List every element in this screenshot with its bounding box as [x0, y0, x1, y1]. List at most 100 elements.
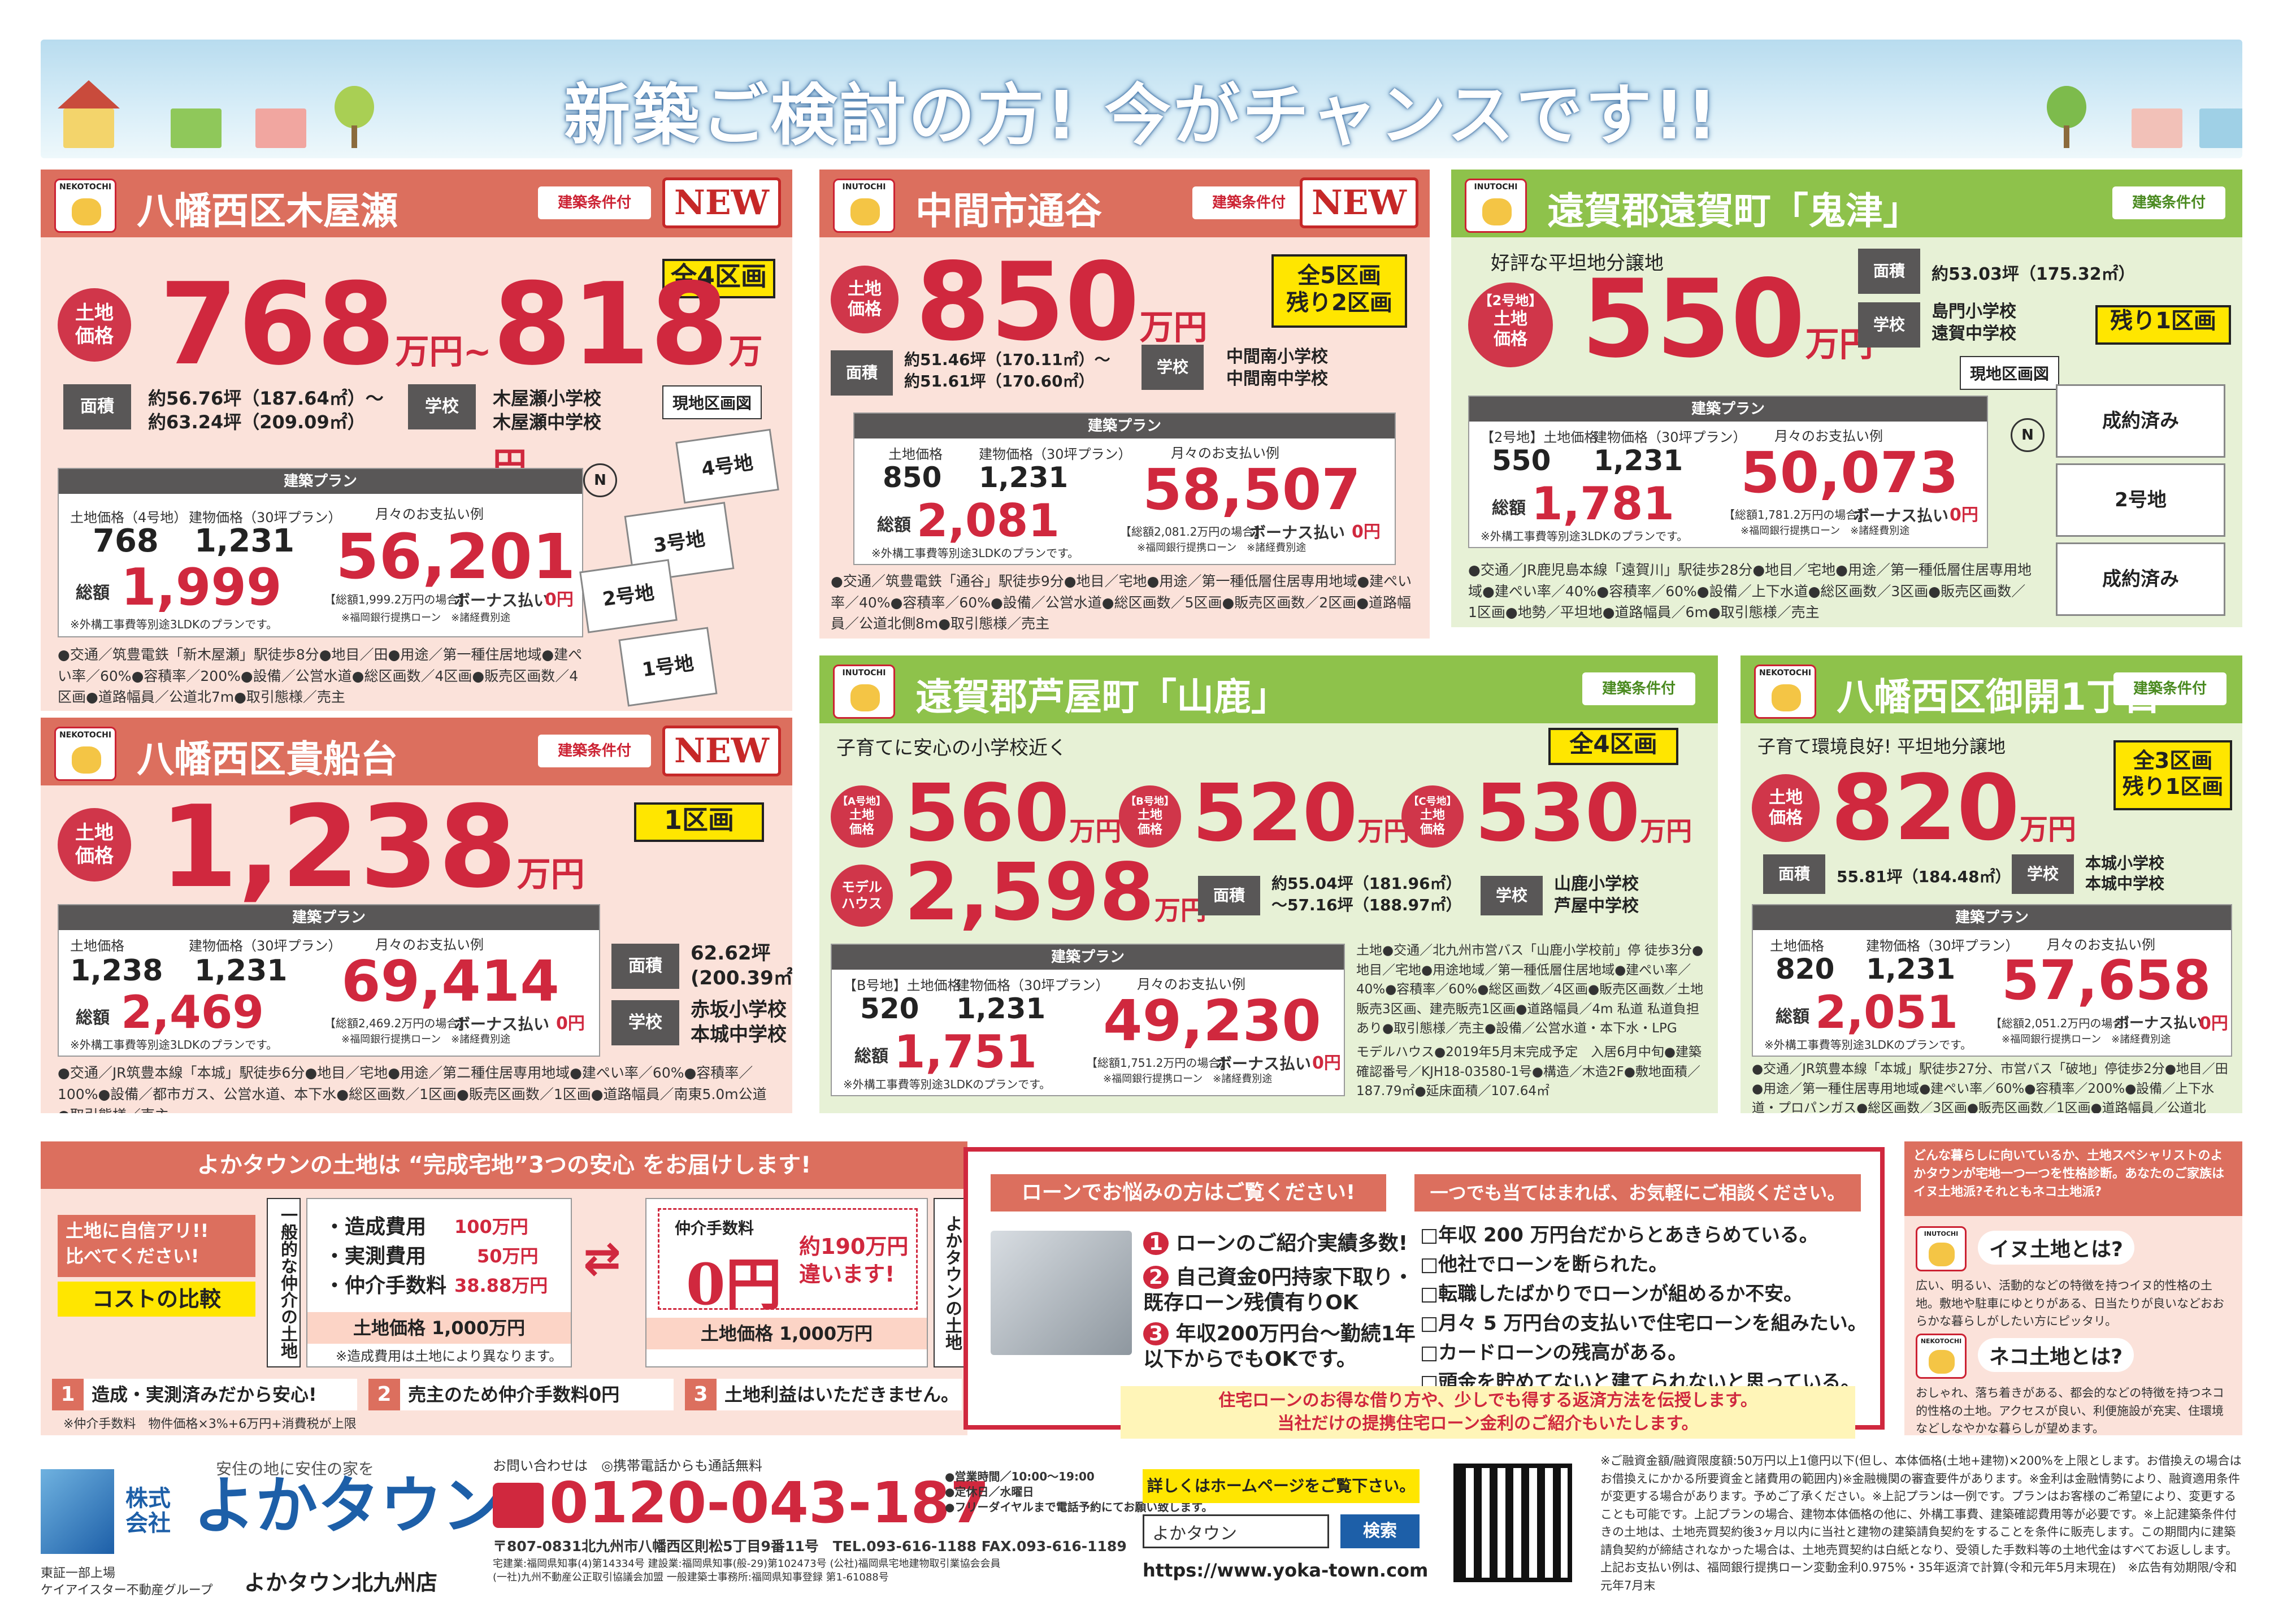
land-price-label: 【2号地】 土地 価格	[1468, 283, 1553, 367]
school-value: 本城小学校 本城中学校	[2085, 854, 2165, 893]
loan-note: ※福岡銀行提携ローン ※諸経費別途	[341, 1034, 511, 1045]
plan-land-price: 550	[1492, 444, 1551, 477]
map-link[interactable]: 現地区画図	[662, 385, 762, 419]
point-number: 2	[368, 1379, 400, 1410]
property-notes: ●交通／JR筑豊本線「本城」駅徒歩27分、市営バス「破地」停徒歩2分●地目／田●…	[1752, 1062, 2228, 1113]
north-compass-icon: N	[583, 463, 617, 497]
building-plan-box: 建築プラン 【2号地】土地価格 550 建物価格（30坪プラン） 1,231 総…	[1468, 396, 1988, 548]
plan-building-price: 1,231	[1866, 953, 1956, 985]
property-card-onitsu[interactable]: INUTOCHI 遠賀郡遠賀町「鬼津」 建築条件付 好評な平坦地分譲地 【2号地…	[1451, 170, 2242, 627]
monthly-payment: 57,658	[2002, 949, 2211, 1012]
ippan-box: ・造成費用 100万円 ・実測費用 50万円 ・仲介手数料 38.88万円 土地…	[306, 1198, 572, 1367]
plan-total: 2,051	[1815, 986, 1959, 1039]
bonus-zero: 0円	[2199, 1014, 2228, 1034]
price: 1,238万円	[159, 781, 585, 913]
area-value: 約55.04坪（181.96㎡） ～57.16坪（188.97㎡）	[1271, 874, 1462, 914]
monthly-payment: 49,230	[1103, 988, 1321, 1054]
map-link[interactable]: 現地区画図	[1960, 356, 2060, 390]
checklist-item: □年収 200 万円台だからとあきらめている。	[1420, 1224, 1818, 1247]
property-card-kifunedai[interactable]: NEKOTOCHI 八幡西区貴船台 建築条件付 NEW 土地 価格 1,238万…	[41, 718, 792, 1113]
card-header: NEKOTOCHI 八幡西区木屋瀬 建築条件付 NEW	[41, 170, 792, 237]
search-button[interactable]: 検索	[1340, 1514, 1420, 1548]
condition-badge: 建築条件付	[1192, 186, 1305, 219]
total-label: 総額	[854, 1047, 888, 1066]
building-price-label: 建物価格（30坪プラン）	[189, 510, 342, 526]
property-card-kouyanose[interactable]: NEKOTOCHI 八幡西区木屋瀬 建築条件付 NEW 全4区画 土地 価格 7…	[41, 170, 792, 711]
license-info: 宅建業:福岡県知事(4)第14334号 建設業:福岡県知事(般-29)第1024…	[493, 1558, 1001, 1584]
plan-building-price: 1,231	[979, 461, 1069, 494]
area-label: 面積	[63, 384, 131, 429]
school-value: 木屋瀬小学校 木屋瀬中学校	[493, 388, 602, 433]
school-label: 学校	[1142, 345, 1204, 390]
plan-total: 1,751	[894, 1026, 1038, 1078]
yoka-box: 仲介手数料 0円 約190万円 違います! 土地価格 1,000万円	[645, 1198, 928, 1367]
monthly-label: 月々のお支払い例	[1137, 976, 1245, 992]
bonus-zero: 0円	[545, 590, 574, 610]
property-name: 八幡西区貴船台	[137, 737, 398, 781]
dog-face-icon	[1929, 1243, 1955, 1266]
area-value: 約51.46坪（170.11㎡）～ 約51.61坪（170.60㎡）	[904, 350, 1110, 390]
lot-map: 1号地	[618, 627, 718, 707]
property-card-onbiraki[interactable]: NEKOTOCHI 八幡西区御開1丁目 建築条件付 子育て環境良好! 平坦地分譲…	[1741, 655, 2242, 1113]
total-case: 【総額2,081.2万円の場合】	[1120, 525, 1265, 539]
point-number: 1	[52, 1379, 84, 1410]
property-card-toritani[interactable]: INUTOCHI 中間市通谷 建築条件付 NEW 土地 価格 850万円 全5区…	[819, 170, 1430, 639]
consult-header: 一つでも当てはまれば、お気軽にご相談ください。	[1414, 1174, 1861, 1212]
total-label: 総額	[76, 1008, 110, 1028]
property-name: 遠賀郡芦屋町「山鹿」	[915, 675, 1288, 719]
price: 550万円	[1581, 257, 1873, 381]
plan-header: 建築プラン	[854, 414, 1395, 438]
website-url[interactable]: https://www.yoka-town.com	[1143, 1560, 1429, 1581]
plan-building-price: 1,231	[956, 992, 1046, 1025]
total-case: 【総額1,781.2万円の場合】	[1724, 508, 1869, 522]
school-value: 赤坂小学校 本城中学校	[691, 998, 787, 1047]
property-notes: ●交通／筑豊電鉄「通谷」駅徒歩9分●地目／宅地●用途／第一種低層住居専用地域●建…	[831, 573, 1412, 632]
dog-face-icon	[850, 684, 880, 711]
inu-description: 広い、明るい、活動的などの特徴を持つイヌ的性格の土地。敷地や駐車にゆとりがある、…	[1916, 1279, 2224, 1328]
ippan-label: 一般的な仲介の土地	[267, 1198, 301, 1367]
monthly-label: 月々のお支払い例	[1774, 428, 1883, 444]
cost-note: ※造成費用は土地により異なります。	[336, 1348, 563, 1364]
property-name: 八幡西区木屋瀬	[137, 189, 398, 233]
area-label: 面積	[831, 350, 893, 396]
building-price-label: 建物価格（30坪プラン）	[956, 978, 1109, 993]
search-input[interactable]: よかタウン	[1143, 1514, 1329, 1548]
bonus-label: ボーナス払い	[454, 1015, 550, 1034]
school-value: 山鹿小学校 芦屋中学校	[1554, 874, 1639, 916]
land-price-small-label: 土地価格	[1770, 938, 1824, 954]
house-illustration	[63, 108, 114, 148]
land-price-small-label: 【2号地】土地価格	[1481, 429, 1598, 445]
dog-face-icon	[1482, 198, 1512, 225]
inu-neko-intro: どんな暮らしに向いているか、土地スペシャリストのよかタウンが宅地一つ一つを性格診…	[1904, 1141, 2242, 1216]
roof-illustration	[58, 80, 120, 108]
property-notes: ●交通／筑豊電鉄「新木屋瀬」駅徒歩8分●地目／田●用途／第一種住居地域●建ぺい率…	[58, 646, 583, 705]
school-label: 学校	[611, 1000, 679, 1045]
base-price: 土地価格 1,000万円	[646, 1318, 927, 1349]
land-price-label: 土地 価格	[1752, 774, 1820, 842]
bonus-label: ボーナス払い	[454, 591, 550, 610]
total-label: 総額	[1492, 498, 1526, 518]
plan-total: 1,781	[1531, 477, 1675, 530]
inu-logo: INUTOCHI	[833, 665, 895, 719]
property-name: 八幡西区御開1丁目	[1837, 675, 2161, 719]
plan-note: ※外構工事費等別途3LDKのプランです。	[871, 546, 1079, 560]
point-number: 3	[685, 1379, 717, 1410]
plan-header: 建築プラン	[1753, 905, 2231, 930]
phone-number[interactable]: 0120-043-187	[549, 1470, 989, 1536]
new-badge: NEW	[662, 726, 781, 776]
checklist-item: □月々 5 万円台の支払いで住宅ローンを組みたい。	[1420, 1312, 1867, 1335]
area-value: 62.62坪 (200.39㎡)	[691, 942, 792, 990]
savings: 約190万円 違います!	[799, 1234, 909, 1287]
bonus-label: ボーナス払い	[1854, 506, 1949, 525]
monthly-label: 月々のお支払い例	[375, 506, 484, 522]
bonus-label: ボーナス払い	[1250, 523, 1346, 542]
checklist-item: □転職したばかりでローンが組めるか不安。	[1420, 1283, 1803, 1305]
property-card-yamaga[interactable]: INUTOCHI 遠賀郡芦屋町「山鹿」 建築条件付 子育てに安心の小学校近く 全…	[819, 655, 1718, 1113]
new-badge: NEW	[662, 177, 781, 228]
inquiry-label: お問い合わせは ◎携帯電話からも通話無料	[493, 1458, 762, 1474]
loan-point: 2 自己資金0円持家下取り・ 既存ローン残債有りOK	[1143, 1266, 1414, 1314]
qr-code-icon[interactable]	[1453, 1464, 1572, 1582]
free-dial-icon	[493, 1483, 544, 1528]
neko-logo: NEKOTOCHI	[1916, 1334, 1967, 1379]
bonus-label: ボーナス払い	[2115, 1015, 2203, 1032]
